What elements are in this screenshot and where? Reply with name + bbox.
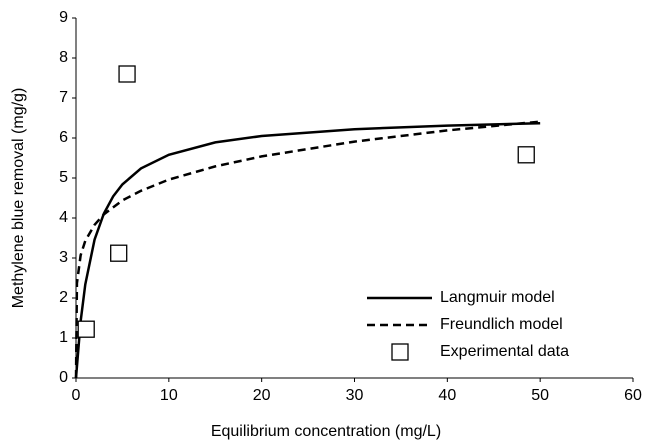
x-axis-label: Equilibrium concentration (mg/L) [211,423,441,440]
x-tick-label: 0 [72,387,81,404]
data-point [118,65,136,83]
y-tick-label: 0 [59,369,68,386]
x-tick-label: 20 [253,387,271,404]
x-tick-label: 30 [346,387,364,404]
y-tick-label: 9 [59,9,68,26]
y-axis-label: Methylene blue removal (mg/g) [10,88,27,309]
model-curve [74,120,541,379]
data-point [517,146,535,164]
legend-label: Experimental data [440,343,569,360]
x-tick-label: 50 [531,387,549,404]
data-point [77,320,95,338]
legend-marker [391,343,409,361]
y-tick-label: 7 [59,89,68,106]
model-curve [74,121,541,379]
y-tick-label: 5 [59,169,68,186]
x-tick-label: 10 [160,387,178,404]
legend-label: Langmuir model [440,289,555,306]
data-point [110,244,128,262]
y-tick-label: 1 [59,329,68,346]
y-tick-label: 4 [59,209,68,226]
legend-label: Freundlich model [440,316,563,333]
x-tick-label: 60 [624,387,642,404]
y-tick-label: 3 [59,249,68,266]
y-tick-label: 8 [59,49,68,66]
y-tick-label: 2 [59,289,68,306]
y-tick-label: 6 [59,129,68,146]
x-tick-label: 40 [438,387,456,404]
